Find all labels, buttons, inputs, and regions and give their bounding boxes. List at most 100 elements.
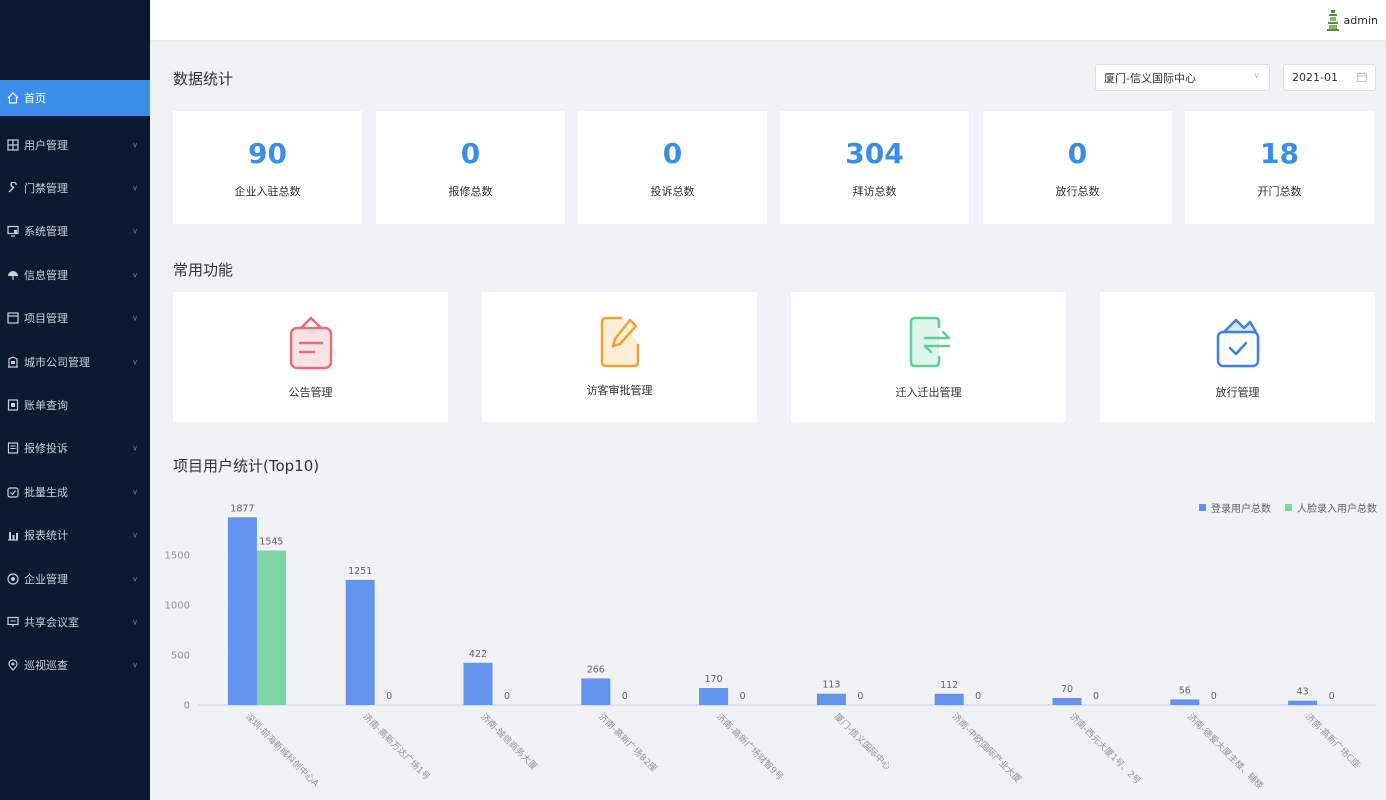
- sidebar-item-label: 首页: [24, 92, 46, 105]
- stat-value: 304: [845, 137, 904, 170]
- sidebar-item[interactable]: 企业管理 ∨: [0, 557, 150, 600]
- monitor-icon: [7, 225, 19, 238]
- bar: [1170, 699, 1200, 705]
- stat-label: 开门总数: [1257, 185, 1302, 198]
- data-label: 43: [1297, 687, 1309, 698]
- month-picker-value: 2021-01: [1292, 71, 1338, 84]
- sidebar-item[interactable]: 报修投诉 ∨: [0, 427, 150, 470]
- chevron-down-icon: ∨: [132, 574, 138, 584]
- data-label: 112: [940, 680, 958, 691]
- sidebar-item-label: 巡视巡查: [24, 659, 68, 673]
- x-tick-label: 济南-德爱大厦主楼、辅楼: [1185, 711, 1266, 792]
- bar: [227, 517, 257, 705]
- bar: [463, 662, 493, 705]
- project-select-value: 厦门-信义国际中心: [1104, 71, 1196, 85]
- functions-section-title: 常用功能: [173, 261, 234, 279]
- project-user-chart: 0 500 1000 1500 1877 1545 深圳-前海新城科创中心A 1251 0 济南-…: [165, 503, 1376, 792]
- bar: [816, 693, 846, 705]
- sidebar-item-label: 共享会议室: [24, 615, 79, 629]
- top-header: admin: [150, 0, 1386, 40]
- sidebar-item-label: 信息管理: [24, 268, 68, 282]
- sidebar-item[interactable]: 项目管理 ∨: [0, 297, 150, 340]
- legend-item-face[interactable]: 人脸录入用户总数: [1285, 500, 1377, 515]
- stat-card: 0 放行总数: [983, 111, 1172, 224]
- announcement-card[interactable]: 公告管理: [173, 292, 448, 422]
- data-label: 56: [1179, 685, 1191, 696]
- enterprise-icon: [7, 572, 19, 585]
- stat-value: 18: [1260, 137, 1299, 170]
- data-label: 170: [705, 674, 723, 685]
- y-tick-label: 500: [171, 651, 190, 662]
- chevron-down-icon: ∨: [132, 226, 138, 236]
- chevron-down-icon: ∨: [132, 660, 138, 670]
- data-label: 0: [1329, 691, 1335, 702]
- sidebar-item-label: 系统管理: [24, 225, 68, 239]
- data-label: 1545: [259, 537, 283, 548]
- chevron-down-icon: ∨: [132, 357, 138, 367]
- data-label: 0: [740, 691, 746, 702]
- bar: [1052, 698, 1082, 705]
- legend-swatch: [1199, 504, 1206, 511]
- legend-label: 人脸录入用户总数: [1297, 504, 1377, 515]
- transfer-icon: [909, 316, 950, 368]
- legend-swatch: [1285, 504, 1292, 511]
- move-in-out-card[interactable]: 迁入迁出管理: [791, 292, 1066, 422]
- sidebar-item[interactable]: 信息管理 ∨: [0, 253, 150, 296]
- username: admin: [1343, 13, 1378, 27]
- data-label: 1877: [230, 503, 254, 514]
- stat-card: 90 企业入驻总数: [173, 111, 362, 224]
- chart-legend: 登录用户总数 人脸录入用户总数: [1185, 500, 1377, 515]
- sidebar-item[interactable]: 首页: [0, 80, 150, 116]
- sidebar-item[interactable]: 报表统计 ∨: [0, 514, 150, 557]
- sidebar-item-label: 城市公司管理: [24, 355, 90, 369]
- sidebar-item[interactable]: 巡视巡查 ∨: [0, 644, 150, 687]
- bill-icon: [7, 399, 19, 411]
- sidebar-item-label: 用户管理: [24, 138, 68, 152]
- stat-label: 企业入驻总数: [234, 185, 301, 198]
- stat-label: 放行总数: [1055, 185, 1100, 198]
- stat-card: 18 开门总数: [1185, 111, 1374, 224]
- month-picker[interactable]: 2021-01: [1283, 64, 1376, 91]
- chevron-down-icon: ∨: [1253, 71, 1260, 81]
- x-tick-label: 济南-高新万达广场1号: [361, 711, 433, 783]
- sidebar-item[interactable]: 用户管理 ∨: [0, 123, 150, 166]
- sidebar-item[interactable]: 系统管理 ∨: [0, 210, 150, 253]
- chevron-down-icon: ∨: [132, 270, 138, 280]
- data-label: 113: [822, 680, 840, 691]
- sidebar-item-label: 门禁管理: [24, 182, 68, 196]
- sidebar-item[interactable]: 门禁管理 ∨: [0, 166, 150, 209]
- chevron-down-icon: ∨: [132, 617, 138, 627]
- data-label: 0: [857, 691, 863, 702]
- sidebar-item[interactable]: 城市公司管理 ∨: [0, 340, 150, 383]
- stat-card: 0 报修总数: [376, 111, 565, 224]
- wrench-icon: [7, 182, 19, 194]
- stat-value: 0: [460, 137, 481, 170]
- x-tick-label: 厦门-信义国际中心: [832, 711, 894, 773]
- announcement-label: 公告管理: [288, 386, 333, 399]
- x-tick-label: 济南-西元大厦1号、2号: [1067, 711, 1143, 787]
- sidebar-menu: 首页 用户管理 ∨ 门禁管理 ∨ 系统管理 ∨ 信息管理 ∨ 项目管理 ∨ 城市公司管理 ∨ 账单查询 报修…: [0, 80, 150, 687]
- visitor-approval-card[interactable]: 访客审批管理: [482, 292, 757, 422]
- batch-icon: [7, 486, 19, 498]
- project-select[interactable]: 厦门-信义国际中心 ∨: [1095, 64, 1270, 91]
- sidebar-item-label: 企业管理: [24, 572, 68, 586]
- sidebar-item[interactable]: 共享会议室 ∨: [0, 600, 150, 643]
- building-icon: [7, 355, 19, 368]
- sidebar-item-label: 报修投诉: [24, 442, 68, 456]
- data-label: 70: [1061, 684, 1073, 695]
- data-label: 0: [1211, 691, 1217, 702]
- legend-item-login[interactable]: 登录用户总数: [1199, 500, 1271, 515]
- user-menu[interactable]: admin: [1326, 9, 1378, 31]
- announcement-icon: [289, 316, 332, 370]
- sidebar-item[interactable]: 账单查询: [0, 383, 150, 426]
- bar: [934, 693, 964, 705]
- sidebar-item[interactable]: 批量生成 ∨: [0, 470, 150, 513]
- document-icon: [7, 442, 19, 455]
- bar: [345, 579, 375, 705]
- calendar-icon: [1357, 72, 1367, 82]
- x-tick-label: 济南-高新广场B2座: [596, 711, 660, 775]
- data-label: 0: [504, 691, 510, 702]
- stat-label: 报修总数: [448, 185, 493, 198]
- release-card[interactable]: 放行管理: [1100, 292, 1375, 422]
- data-label: 0: [1093, 691, 1099, 702]
